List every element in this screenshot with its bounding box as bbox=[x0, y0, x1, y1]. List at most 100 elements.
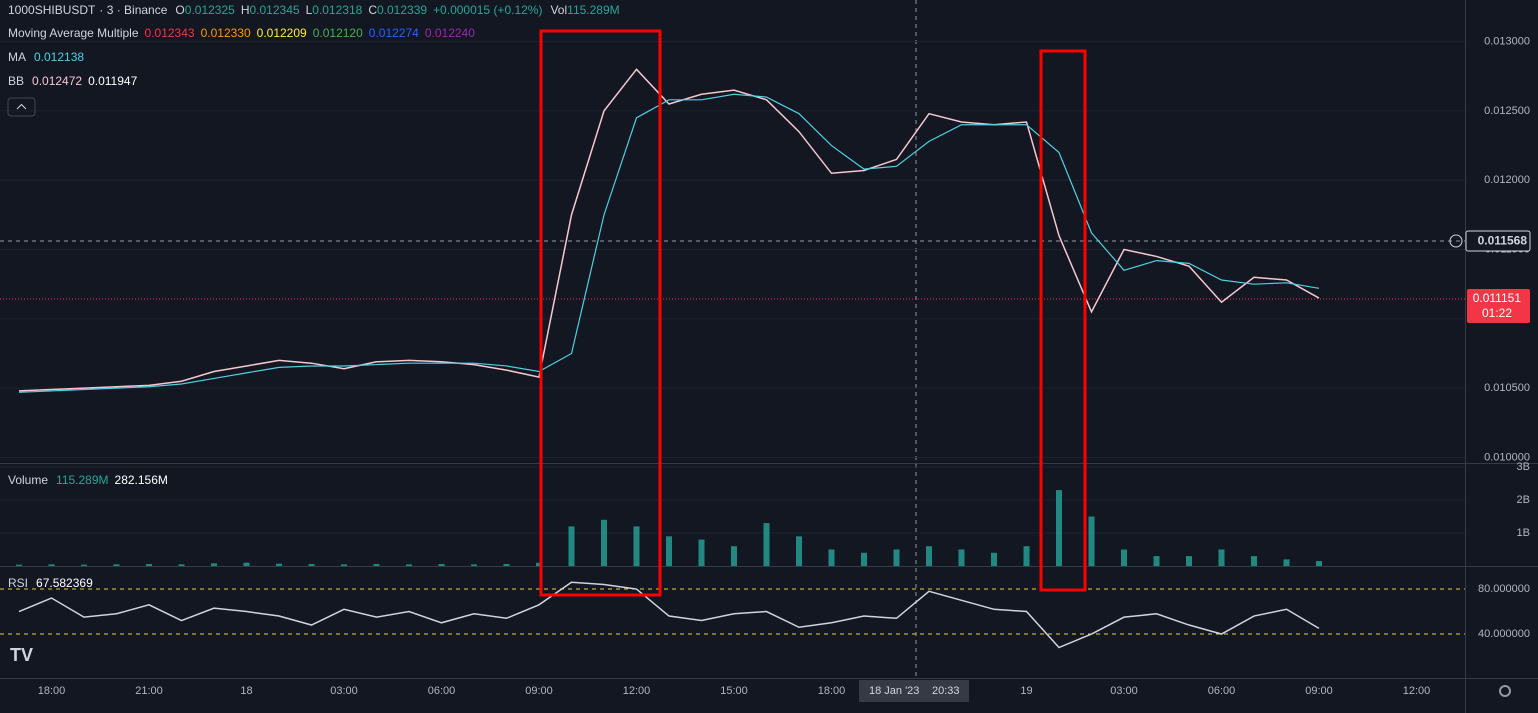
countdown: 01:22 bbox=[1482, 306, 1512, 320]
interval: · 3 · Binance bbox=[99, 3, 167, 17]
volume-bar bbox=[48, 564, 55, 566]
y-tick-label: 0.012000 bbox=[1484, 174, 1530, 186]
legend-row: Moving Average Multiple 0.012343 0.012330 0… bbox=[8, 26, 475, 40]
volume-bar bbox=[243, 562, 250, 566]
volume-bar bbox=[1283, 559, 1290, 566]
volume-bar bbox=[16, 564, 22, 566]
x-tick-label: 21:00 bbox=[135, 685, 163, 697]
volume-bar bbox=[698, 539, 705, 566]
legend-row: 1000SHIBUSDT · 3 · Binance O0.012325 H0.012… bbox=[8, 3, 620, 17]
x-tick-label: 19 bbox=[1020, 685, 1032, 697]
volume-bar bbox=[1121, 549, 1127, 566]
rsi-value: 67.582369 bbox=[36, 576, 93, 590]
mam-value: 0.012209 bbox=[257, 26, 307, 40]
volume-bar bbox=[113, 564, 120, 566]
crosshair-date: 18 Jan '23 bbox=[869, 685, 919, 697]
ohlc-value: 0.012318 bbox=[312, 3, 362, 17]
volume-bar bbox=[1088, 516, 1095, 566]
volume-bar bbox=[731, 546, 737, 566]
volume-bar bbox=[828, 549, 835, 566]
volume-bar bbox=[406, 564, 412, 566]
series-line bbox=[18, 581, 1320, 649]
volume-bar bbox=[1218, 549, 1225, 566]
indicator-name: RSI bbox=[8, 576, 28, 590]
volume-bar bbox=[211, 563, 217, 566]
ohlc-value: 0.012345 bbox=[250, 3, 300, 17]
crosshair-price: 0.011568 bbox=[1478, 234, 1528, 248]
volume-value: 282.156M bbox=[115, 473, 168, 487]
legend-row: RSI 67.582369 bbox=[8, 576, 93, 590]
volume-bar bbox=[1316, 561, 1322, 566]
ohlc-value: 0.012339 bbox=[377, 3, 427, 17]
volume-bar bbox=[146, 564, 152, 566]
volume-bar bbox=[1251, 556, 1257, 566]
x-tick-label: 09:00 bbox=[1305, 685, 1333, 697]
last-price-box bbox=[1467, 289, 1530, 323]
mam-value: 0.012120 bbox=[313, 26, 363, 40]
x-tick-label: 06:00 bbox=[428, 685, 456, 697]
legend-row: Volume 115.289M 282.156M bbox=[8, 473, 168, 487]
volume-bar bbox=[666, 536, 672, 566]
volume-value: 115.289M bbox=[56, 473, 108, 487]
x-tick-label: 03:00 bbox=[1110, 685, 1138, 697]
volume-bar bbox=[763, 523, 770, 566]
series-line bbox=[18, 68, 1320, 392]
volume-bar bbox=[308, 564, 315, 566]
legend-row: MA 0.012138 bbox=[8, 50, 84, 64]
volume-bar bbox=[991, 552, 997, 566]
volume-bar bbox=[926, 546, 932, 566]
volume-bar bbox=[81, 564, 87, 566]
mam-value: 0.012240 bbox=[425, 26, 475, 40]
volume-bar bbox=[1186, 556, 1192, 566]
volume-bar bbox=[178, 564, 185, 566]
x-tick-label: 06:00 bbox=[1208, 685, 1236, 697]
series-line bbox=[18, 93, 1320, 393]
volume-bar bbox=[1056, 490, 1062, 566]
y-tick-label: 0.010500 bbox=[1484, 382, 1530, 394]
volume-bar bbox=[1153, 556, 1160, 566]
ohlc-key: C bbox=[368, 3, 377, 17]
y-tick-label: 0.013000 bbox=[1484, 35, 1530, 47]
x-tick-label: 18:00 bbox=[818, 685, 846, 697]
ohlc-key: H bbox=[241, 3, 250, 17]
symbol: 1000SHIBUSDT bbox=[8, 3, 96, 17]
volume-bar bbox=[536, 562, 542, 566]
crosshair-price-box bbox=[1465, 230, 1531, 252]
y-tick-label: 80.000000 bbox=[1478, 583, 1530, 595]
indicator-name: Moving Average Multiple bbox=[8, 26, 139, 40]
y-tick-label: 40.000000 bbox=[1478, 628, 1530, 640]
y-tick-label: 0.010000 bbox=[1484, 451, 1530, 463]
crosshair-time: 20:33 bbox=[932, 685, 960, 697]
plus-button[interactable] bbox=[1449, 234, 1463, 248]
bb-value: 0.012472 bbox=[32, 74, 82, 88]
volume-bar bbox=[796, 536, 802, 566]
volume-bar bbox=[958, 549, 965, 566]
collapse-button[interactable] bbox=[7, 97, 36, 117]
legend-row: BB 0.012472 0.011947 bbox=[8, 74, 138, 88]
indicator-name: MA bbox=[8, 50, 26, 64]
volume-bar bbox=[861, 552, 867, 566]
volume-bar bbox=[341, 564, 347, 566]
y-tick-label: 2B bbox=[1517, 494, 1530, 506]
vol-value: 115.289M bbox=[567, 3, 619, 17]
bb-value: 0.011947 bbox=[88, 74, 137, 88]
x-tick-label: 18 bbox=[240, 685, 252, 697]
volume-bar bbox=[568, 526, 575, 566]
x-tick-label: 12:00 bbox=[1403, 685, 1431, 697]
x-tick-label: 18:00 bbox=[38, 685, 66, 697]
mam-value: 0.012343 bbox=[145, 26, 195, 40]
x-tick-label: 09:00 bbox=[525, 685, 553, 697]
mam-value: 0.012274 bbox=[369, 26, 419, 40]
volume-bar bbox=[503, 564, 510, 566]
indicator-name: BB bbox=[8, 74, 24, 88]
volume-bar bbox=[893, 549, 900, 566]
ohlc-key: L bbox=[306, 3, 313, 17]
highlight-box bbox=[539, 29, 662, 597]
volume-bar bbox=[276, 563, 282, 566]
x-tick-label: 03:00 bbox=[330, 685, 358, 697]
settings-button[interactable] bbox=[1499, 685, 1511, 697]
y-tick-label: 3B bbox=[1517, 461, 1530, 473]
